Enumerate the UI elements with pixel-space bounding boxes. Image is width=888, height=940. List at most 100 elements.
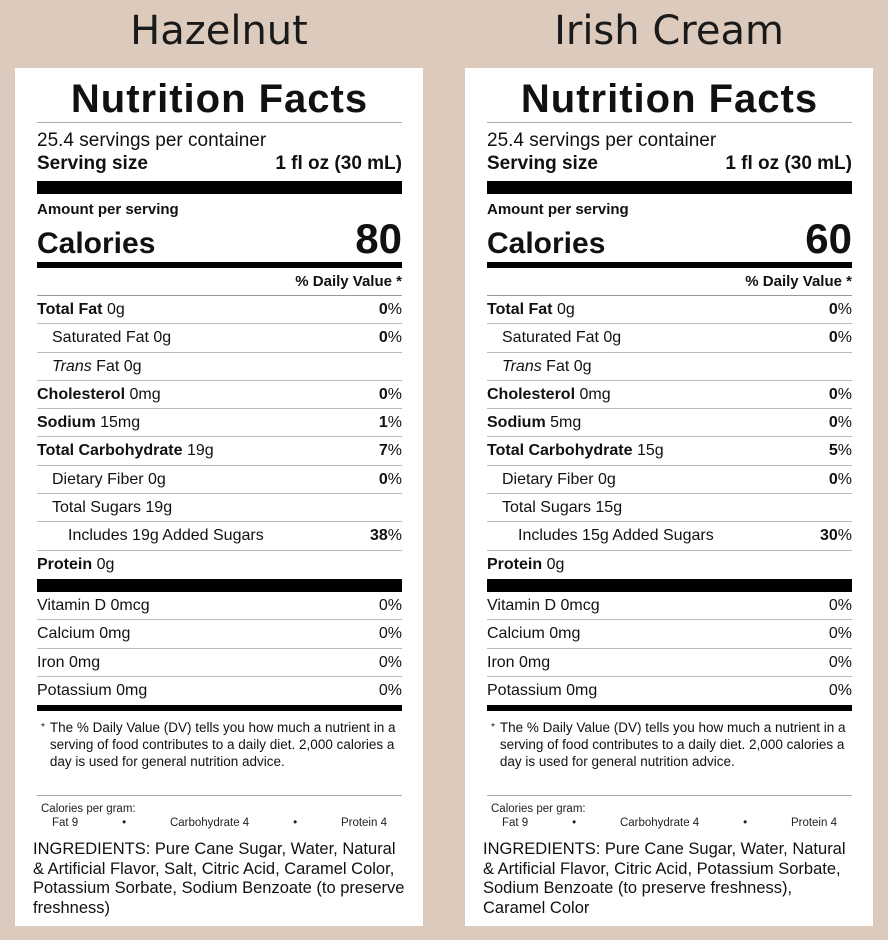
- calories-per-gram-item: Carbohydrate 4: [169, 817, 250, 830]
- serving-size-label: Serving size: [37, 153, 148, 174]
- nutrient-amount: 0mg: [129, 385, 161, 403]
- vitamin-dv: 0%: [378, 681, 402, 699]
- calories-per-gram-item: •: [293, 817, 298, 830]
- calories-per-gram-label: Calories per gram:: [41, 803, 136, 816]
- nutrient-row: Protein 0g: [37, 551, 402, 579]
- calories-per-gram-item: Fat 9: [502, 817, 529, 830]
- ingredients: INGREDIENTS: Pure Cane Sugar, Water, Nat…: [33, 840, 405, 917]
- divider-medium: [37, 262, 402, 268]
- nutrient-amount: 0g: [96, 555, 115, 573]
- vitamin-name: Iron 0mg: [487, 653, 551, 671]
- servings-per-container: 25.4 servings per container: [37, 130, 267, 151]
- nutrient-row: Saturated Fat 0g 0%: [37, 324, 402, 353]
- divider-medium: [487, 262, 852, 268]
- divider-thick: [37, 181, 402, 194]
- calories-per-gram-item: Carbohydrate 4: [619, 817, 700, 830]
- nutrient-dv: 0%: [828, 301, 852, 318]
- nutrient-amount: 0g: [603, 329, 622, 347]
- dv-number: 30: [819, 527, 838, 545]
- vitamin-dv: 0%: [828, 625, 852, 643]
- nutrient-amount: 0g: [148, 470, 166, 488]
- divider-medium: [487, 705, 852, 712]
- vitamin-dv: 0%: [828, 681, 852, 699]
- nutrient-row: Total Sugars 15g: [487, 494, 852, 523]
- nutrient-name: Sodium: [37, 414, 96, 432]
- vitamin-name: Calcium 0mg: [487, 625, 581, 643]
- vitamin-dv: 0%: [828, 653, 852, 671]
- nutrient-name: Dietary Fiber: [502, 470, 594, 488]
- nutrient-amount: 0g: [153, 329, 172, 347]
- nutrient-dv: 0%: [828, 329, 852, 347]
- nutrient-row: Sodium 5mg 0%: [487, 409, 852, 438]
- calories-value: 80: [355, 215, 402, 262]
- nutrient-dv: 0%: [378, 385, 402, 403]
- nutrient-dv: 0%: [828, 470, 852, 488]
- nutrient-name: Total Fat: [37, 301, 103, 318]
- divider-medium: [37, 705, 402, 712]
- footnote: * The % Daily Value (DV) tells you how mu…: [37, 711, 402, 795]
- vitamin-dv: 0%: [378, 653, 402, 671]
- nutrient-name: Trans: [52, 357, 92, 375]
- calories-value: 60: [805, 215, 852, 262]
- dv-number: 0: [378, 470, 388, 488]
- footnote-text: The % Daily Value (DV) tells you how muc…: [499, 720, 846, 770]
- nutrient-name: Total Sugars: [52, 499, 141, 517]
- nutrient-amount: 0g: [556, 301, 575, 318]
- nutrient-name: Includes 19g Added Sugars: [68, 527, 264, 545]
- nutrient-amount: 19g: [145, 499, 173, 517]
- nutrient-amount: 0g: [598, 470, 616, 488]
- nutrient-name: Total Carbohydrate: [487, 442, 633, 460]
- nutrient-row: Cholesterol 0mg 0%: [487, 381, 852, 410]
- dv-number: 0: [828, 301, 838, 318]
- nutrient-dv: 38%: [369, 527, 402, 545]
- calories-per-gram-item: •: [743, 817, 748, 830]
- nutrient-name: Cholesterol: [487, 385, 576, 403]
- calories-per-gram-item: •: [122, 817, 127, 830]
- asterisk: *: [41, 722, 45, 734]
- vitamin-row: Iron 0mg 0%: [37, 649, 402, 677]
- nutrient-amount: 0g: [123, 357, 142, 375]
- nutrient-name-rest: Fat: [546, 357, 570, 375]
- calories-per-gram-item: Protein 4: [790, 817, 837, 830]
- flavor-title: Irish Cream: [554, 8, 784, 54]
- asterisk: *: [491, 722, 495, 734]
- vitamin-row: Iron 0mg 0%: [487, 649, 852, 677]
- calories-per-gram-item: Protein 4: [340, 817, 387, 830]
- nutrition-facts-panel: Nutrition Facts 25.4 servings per contai…: [15, 68, 423, 926]
- vitamin-row: Potassium 0mg 0%: [37, 677, 402, 705]
- divider: [487, 122, 852, 123]
- dv-number: 1: [378, 414, 388, 432]
- calories-label: Calories: [487, 227, 606, 260]
- calories-per-gram-item: Fat 9: [52, 817, 79, 830]
- nutrient-amount: 19g: [186, 442, 214, 460]
- nutrient-amount: 5mg: [550, 414, 582, 432]
- nutrient-row: Protein 0g: [487, 551, 852, 579]
- nutrient-row: Trans Fat 0g: [37, 353, 402, 381]
- nutrient-name: Protein: [487, 555, 543, 573]
- vitamin-dv: 0%: [378, 596, 402, 614]
- nutrient-row: Total Carbohydrate 15g 5%: [487, 437, 852, 466]
- nutrient-amount: 0g: [106, 301, 125, 318]
- dv-number: 0: [828, 470, 838, 488]
- vitamin-name: Vitamin D 0mcg: [37, 596, 150, 614]
- dv-number: 0: [378, 385, 388, 403]
- vitamin-name: Potassium 0mg: [37, 681, 148, 699]
- nutrient-name: Protein: [37, 555, 93, 573]
- nutrient-row: Cholesterol 0mg 0%: [37, 381, 402, 410]
- vitamin-row: Calcium 0mg 0%: [487, 620, 852, 649]
- calories-per-gram-label: Calories per gram:: [491, 803, 586, 816]
- nutrient-row: Saturated Fat 0g 0%: [487, 324, 852, 353]
- vitamin-dv: 0%: [378, 625, 402, 643]
- nutrient-amount: 0mg: [579, 385, 611, 403]
- divider-thick: [487, 181, 852, 194]
- nutrient-name-rest: Fat: [96, 357, 120, 375]
- nutrient-name: Trans: [502, 357, 542, 375]
- nutrient-dv: 0%: [378, 329, 402, 347]
- vitamin-name: Calcium 0mg: [37, 625, 131, 643]
- nutrient-row: Dietary Fiber 0g 0%: [37, 466, 402, 495]
- nutrient-name: Sodium: [487, 414, 546, 432]
- nutrition-facts-panel: Nutrition Facts 25.4 servings per contai…: [465, 68, 873, 926]
- dv-number: 0: [378, 301, 388, 318]
- nutrient-amount: 15g: [636, 442, 664, 460]
- serving-size: Serving size 1 fl oz (30 mL): [37, 152, 402, 178]
